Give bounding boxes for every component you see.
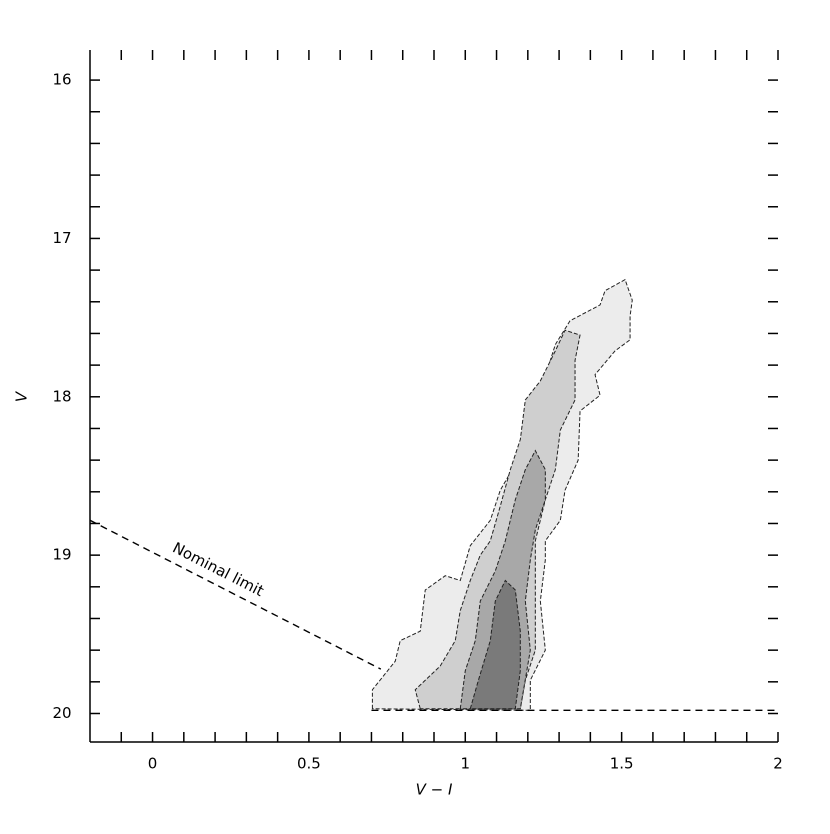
y-tick-label: 17 (52, 229, 71, 247)
y-tick-label: 16 (52, 71, 71, 89)
contour-region (459, 449, 546, 710)
x-axis-label: V − I (416, 781, 453, 799)
contour-region (414, 329, 581, 710)
x-tick-label: 0 (148, 755, 158, 773)
x-tick-label: 0.5 (297, 755, 321, 773)
x-tick-label: 2 (773, 755, 783, 773)
plot-area (89, 278, 778, 712)
y-axis-label: V (13, 390, 31, 402)
y-tick-label: 18 (52, 387, 71, 405)
contour-region (469, 579, 521, 710)
y-tick-label: 19 (52, 546, 71, 564)
x-tick-label: 1.5 (610, 755, 634, 773)
x-tick-label: 1 (460, 755, 470, 773)
limit-line (89, 519, 382, 670)
y-tick-label: 20 (52, 704, 71, 722)
